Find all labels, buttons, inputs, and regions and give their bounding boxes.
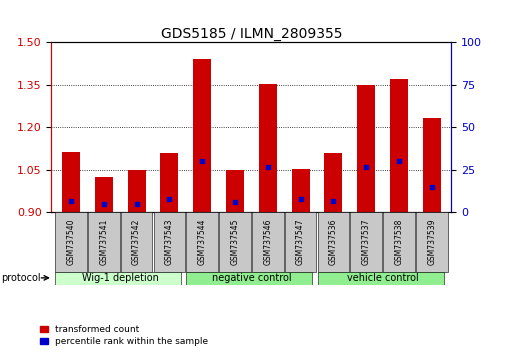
Bar xyxy=(383,212,415,272)
Bar xyxy=(416,212,447,272)
Text: GSM737547: GSM737547 xyxy=(296,219,305,266)
Bar xyxy=(219,212,251,272)
Text: GSM737539: GSM737539 xyxy=(427,219,436,266)
Bar xyxy=(186,272,312,285)
Bar xyxy=(291,169,309,212)
Legend: transformed count, percentile rank within the sample: transformed count, percentile rank withi… xyxy=(41,325,208,346)
Text: Wig-1 depletion: Wig-1 depletion xyxy=(82,273,159,284)
Bar xyxy=(390,79,408,212)
Text: GSM737544: GSM737544 xyxy=(198,219,207,266)
Text: GSM737543: GSM737543 xyxy=(165,219,174,266)
Text: GSM737536: GSM737536 xyxy=(329,219,338,266)
Text: GSM737542: GSM737542 xyxy=(132,219,141,266)
Bar xyxy=(161,153,179,212)
Bar xyxy=(318,272,444,285)
Bar xyxy=(121,212,152,272)
Bar xyxy=(95,177,113,212)
Text: GSM737546: GSM737546 xyxy=(263,219,272,266)
Text: GSM737545: GSM737545 xyxy=(230,219,240,266)
Text: protocol: protocol xyxy=(2,273,41,283)
Bar xyxy=(128,170,146,212)
Bar xyxy=(55,212,87,272)
Bar xyxy=(285,212,317,272)
Bar xyxy=(55,272,181,285)
Bar xyxy=(226,170,244,212)
Text: GSM737540: GSM737540 xyxy=(67,219,75,266)
Bar xyxy=(193,59,211,212)
Text: GSM737537: GSM737537 xyxy=(362,219,371,266)
Bar xyxy=(350,212,382,272)
Bar xyxy=(153,212,185,272)
Text: negative control: negative control xyxy=(211,273,291,284)
Text: vehicle control: vehicle control xyxy=(347,273,419,284)
Bar xyxy=(186,212,218,272)
Bar xyxy=(259,84,277,212)
Text: GSM737538: GSM737538 xyxy=(394,219,403,266)
Bar xyxy=(357,85,375,212)
Bar xyxy=(324,153,342,212)
Bar xyxy=(423,118,441,212)
Bar xyxy=(252,212,284,272)
Bar xyxy=(62,152,80,212)
Bar xyxy=(88,212,120,272)
Text: GSM737541: GSM737541 xyxy=(100,219,108,266)
Bar xyxy=(318,212,349,272)
Title: GDS5185 / ILMN_2809355: GDS5185 / ILMN_2809355 xyxy=(161,28,342,41)
